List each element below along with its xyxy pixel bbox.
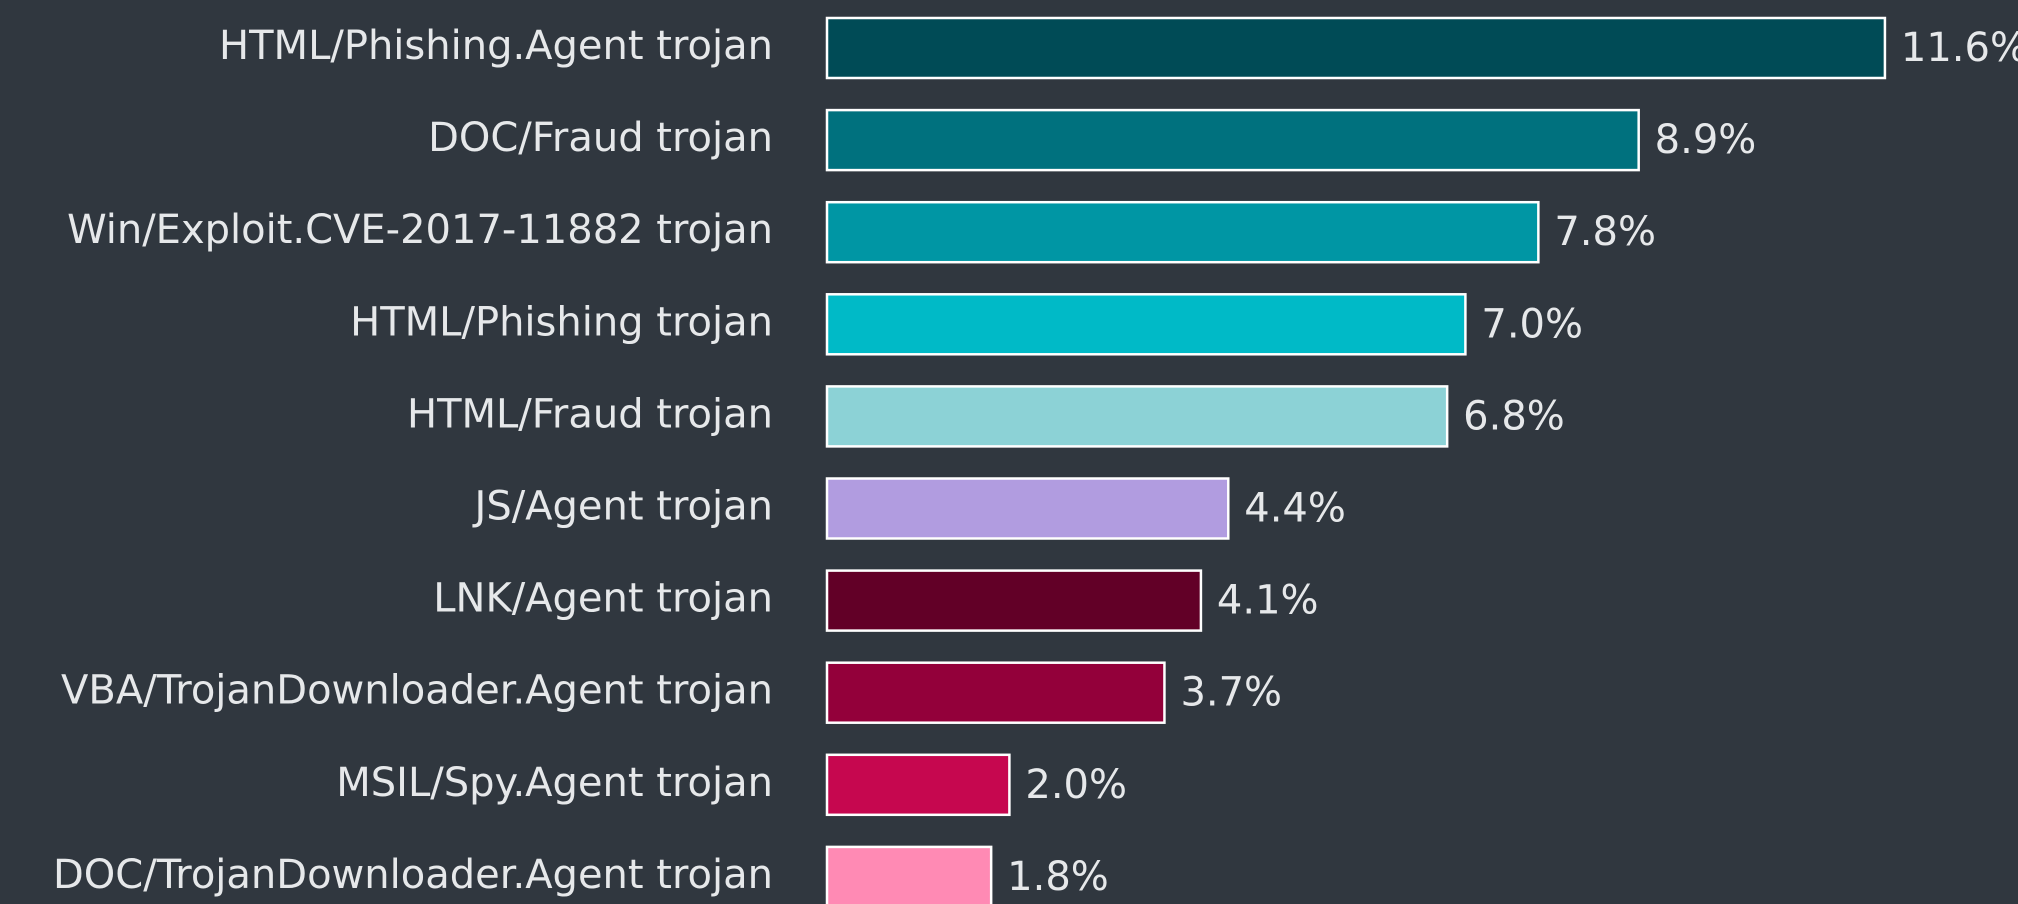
value-label: 3.7% bbox=[1180, 670, 1282, 716]
category-label: Win/Exploit.CVE-2017-11882 trojan bbox=[67, 207, 773, 253]
bar bbox=[825, 385, 1449, 448]
bar bbox=[825, 569, 1203, 632]
value-label: 1.8% bbox=[1007, 854, 1109, 900]
category-label: DOC/TrojanDownloader.Agent trojan bbox=[53, 852, 773, 898]
bar bbox=[825, 200, 1540, 264]
bar bbox=[825, 108, 1640, 172]
value-label: 6.8% bbox=[1463, 393, 1565, 439]
value-label: 4.4% bbox=[1244, 486, 1346, 532]
category-label: HTML/Fraud trojan bbox=[407, 391, 773, 437]
bar bbox=[825, 477, 1230, 540]
bar bbox=[825, 16, 1887, 80]
value-label: 8.9% bbox=[1655, 117, 1757, 163]
category-label: LNK/Agent trojan bbox=[433, 576, 773, 622]
bar bbox=[825, 661, 1166, 724]
category-label: HTML/Phishing.Agent trojan bbox=[219, 23, 773, 69]
value-label: 7.8% bbox=[1554, 209, 1656, 255]
bar bbox=[825, 293, 1467, 356]
category-label: VBA/TrojanDownloader.Agent trojan bbox=[61, 668, 773, 714]
category-label: MSIL/Spy.Agent trojan bbox=[336, 760, 773, 806]
value-label: 11.6% bbox=[1901, 25, 2018, 71]
category-label: JS/Agent trojan bbox=[472, 484, 773, 530]
category-label: DOC/Fraud trojan bbox=[428, 115, 773, 161]
value-label: 2.0% bbox=[1025, 762, 1127, 808]
value-label: 7.0% bbox=[1481, 301, 1583, 347]
category-label: HTML/Phishing trojan bbox=[350, 299, 773, 345]
bar bbox=[825, 753, 1011, 817]
value-label: 4.1% bbox=[1217, 578, 1319, 624]
bar bbox=[825, 845, 993, 904]
